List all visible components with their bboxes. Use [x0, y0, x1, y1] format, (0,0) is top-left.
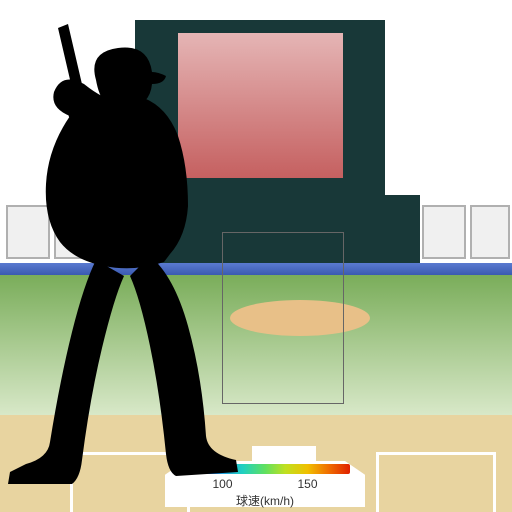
colorbar-axis-label: 球速(km/h)	[180, 492, 350, 509]
batter-silhouette	[0, 20, 260, 490]
colorbar-tick-1: 150	[293, 477, 323, 491]
